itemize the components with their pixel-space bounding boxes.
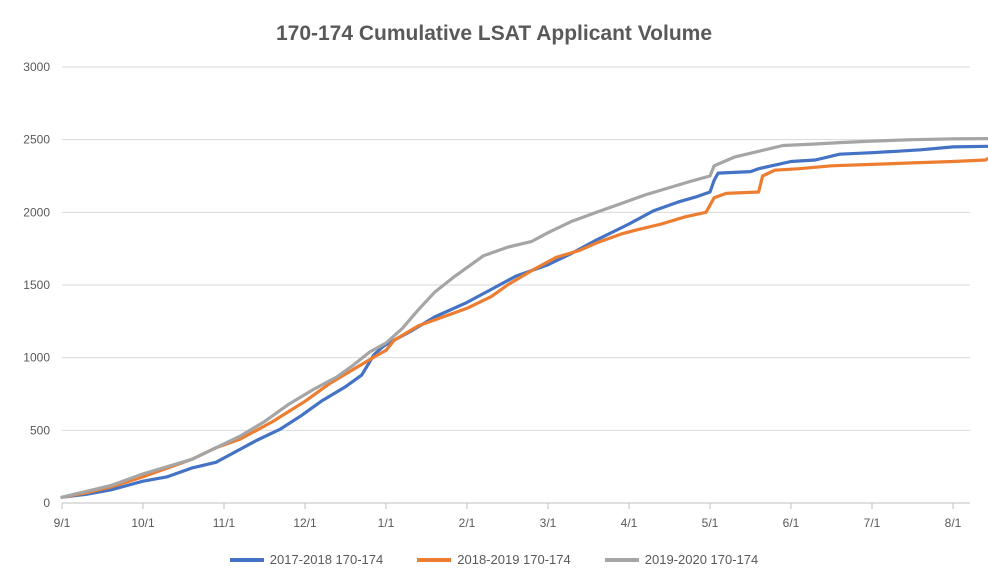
legend-swatch [604,557,639,562]
series-line [60,144,988,499]
series-line [60,136,988,499]
x-tick-label: 2/1 [459,516,476,530]
legend-item: 2017-2018 170-174 [229,552,384,567]
y-tick-label: 500 [30,423,50,437]
legend-swatch [417,557,452,562]
chart-title: 170-174 Cumulative LSAT Applicant Volume [275,22,713,45]
y-tick-label: 1500 [23,278,50,292]
legend-item: 2018-2019 170-174 [417,552,571,567]
legend-label: 2018-2019 170-174 [457,552,571,567]
x-tick-label: 11/1 [213,516,236,530]
legend-label: 2017-2018 170-174 [269,552,384,567]
x-tick-label: 6/1 [783,516,800,530]
x-tick-label: 4/1 [621,516,638,530]
x-tick-label: 10/1 [131,516,155,530]
x-tick-label: 7/1 [864,516,881,530]
legend-swatch [229,557,264,562]
series-line [60,156,988,499]
x-tick-label: 5/1 [702,516,719,530]
x-tick-label: 1/1 [378,516,395,530]
x-tick-label: 8/1 [945,516,962,530]
y-tick-label: 3000 [23,60,50,74]
y-tick-label: 2000 [23,205,50,219]
x-tick-label: 9/1 [54,516,71,530]
legend-item: 2019-2020 170-174 [604,552,759,567]
y-tick-label: 0 [43,496,50,510]
y-tick-label: 2500 [23,133,50,147]
x-tick-label: 3/1 [540,516,557,530]
legend-label: 2019-2020 170-174 [644,552,759,567]
y-tick-label: 1000 [23,351,50,365]
x-tick-label: 12/1 [293,516,317,530]
legend: 2017-2018 170-174 2018-2019 170-174 2019… [0,552,988,567]
